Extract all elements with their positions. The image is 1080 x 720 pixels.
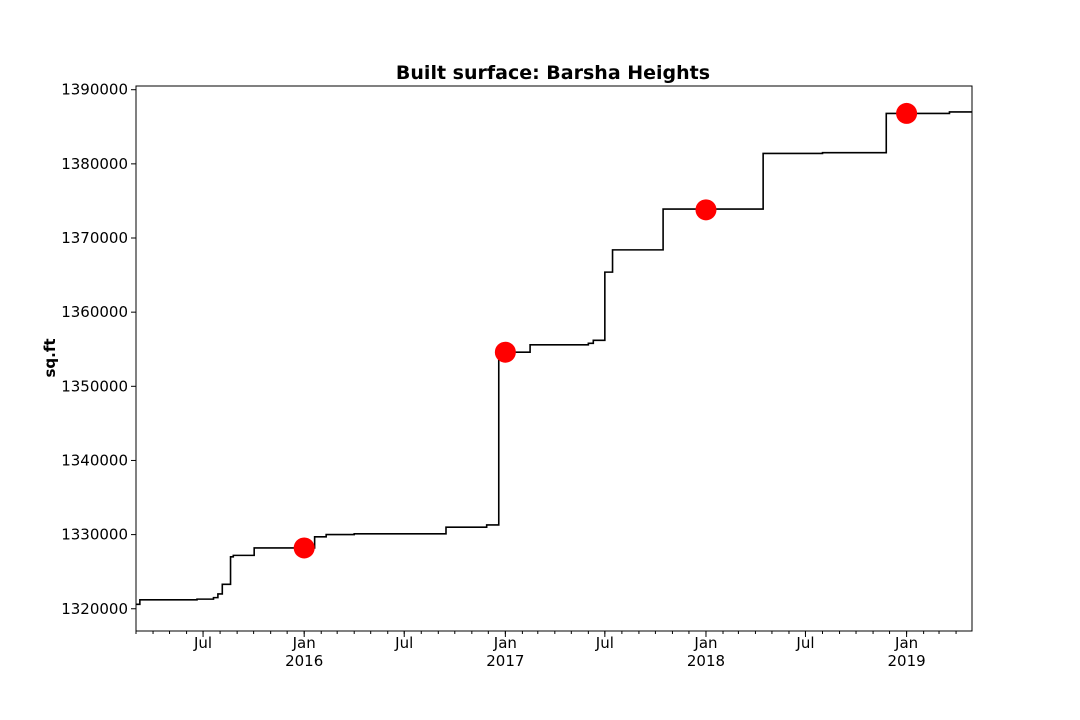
- x-tick-year-label: 2016: [285, 652, 323, 670]
- x-tick-year-label: 2017: [486, 652, 524, 670]
- y-tick-label: 1360000: [61, 303, 128, 321]
- x-tick-label: Jan: [292, 634, 316, 652]
- chart-title: Built surface: Barsha Heights: [396, 62, 710, 84]
- x-tick-label: Jan: [693, 634, 717, 652]
- y-tick-label: 1350000: [61, 377, 128, 395]
- plot-frame: [135, 85, 973, 632]
- y-tick-label: 1380000: [61, 155, 128, 173]
- x-tick-label: Jul: [595, 634, 614, 652]
- x-tick-label: Jan: [493, 634, 517, 652]
- y-tick-label: 1390000: [61, 81, 128, 99]
- data-point-marker: [896, 102, 918, 124]
- plot-area: [136, 102, 972, 606]
- y-tick-label: 1370000: [61, 229, 128, 247]
- x-tick-label: Jan: [894, 634, 918, 652]
- y-tick-label: 1320000: [61, 600, 128, 618]
- data-point-marker: [695, 199, 717, 221]
- y-tick-label: 1330000: [61, 526, 128, 544]
- data-point-marker: [293, 537, 315, 559]
- series-line: [136, 111, 972, 606]
- x-tick-year-label: 2019: [887, 652, 925, 670]
- x-tick-label: Jul: [795, 634, 814, 652]
- y-axis: 1320000 1330000 1340000 1350000 1360000 13700…: [61, 81, 136, 618]
- y-tick-label: 1340000: [61, 451, 128, 469]
- data-point-marker: [494, 341, 516, 363]
- y-axis-label: sq.ft: [41, 338, 59, 377]
- x-tick-year-label: 2018: [687, 652, 725, 670]
- x-tick-label: Jul: [193, 634, 212, 652]
- x-tick-label: Jul: [394, 634, 413, 652]
